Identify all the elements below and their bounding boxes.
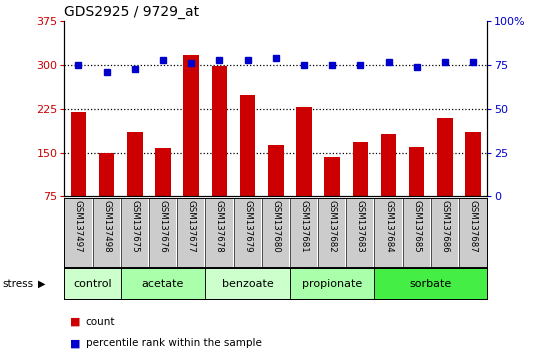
Text: percentile rank within the sample: percentile rank within the sample [86, 338, 262, 348]
Bar [268, 145, 283, 196]
Text: GSM137687: GSM137687 [469, 200, 478, 253]
Text: GSM137681: GSM137681 [300, 200, 309, 253]
Text: GDS2925 / 9729_at: GDS2925 / 9729_at [64, 5, 199, 19]
Text: GSM137679: GSM137679 [243, 200, 252, 253]
Text: GSM137498: GSM137498 [102, 200, 111, 253]
Text: GSM137683: GSM137683 [356, 200, 365, 253]
Bar [127, 132, 143, 196]
Text: GSM137675: GSM137675 [130, 200, 139, 253]
Bar [465, 132, 481, 196]
Bar [353, 142, 368, 196]
Bar [324, 157, 340, 196]
Bar [206, 268, 290, 299]
Text: sorbate: sorbate [410, 279, 452, 289]
Text: ■: ■ [70, 317, 81, 327]
Text: GSM137676: GSM137676 [158, 200, 167, 253]
Text: GSM137685: GSM137685 [412, 200, 421, 253]
Bar [212, 66, 227, 196]
Text: control: control [73, 279, 112, 289]
Bar [184, 55, 199, 196]
Text: ▶: ▶ [38, 279, 45, 289]
Bar [409, 147, 424, 196]
Text: GSM137686: GSM137686 [440, 200, 450, 253]
Bar [240, 96, 255, 196]
Bar [375, 268, 487, 299]
Text: count: count [86, 317, 115, 327]
Text: GSM137678: GSM137678 [215, 200, 224, 253]
Bar [290, 268, 375, 299]
Bar [64, 268, 121, 299]
Bar [437, 118, 452, 196]
Text: GSM137682: GSM137682 [328, 200, 337, 253]
Bar [296, 107, 312, 196]
Text: GSM137680: GSM137680 [271, 200, 281, 253]
Text: benzoate: benzoate [222, 279, 273, 289]
Text: GSM137684: GSM137684 [384, 200, 393, 253]
Text: ■: ■ [70, 338, 81, 348]
Text: acetate: acetate [142, 279, 184, 289]
Bar [121, 268, 206, 299]
Text: stress: stress [3, 279, 34, 289]
Bar [155, 148, 171, 196]
Text: GSM137677: GSM137677 [186, 200, 196, 253]
Bar [99, 153, 114, 196]
Text: propionate: propionate [302, 279, 362, 289]
Bar [381, 134, 396, 196]
Bar [71, 112, 86, 196]
Text: GSM137497: GSM137497 [74, 200, 83, 253]
